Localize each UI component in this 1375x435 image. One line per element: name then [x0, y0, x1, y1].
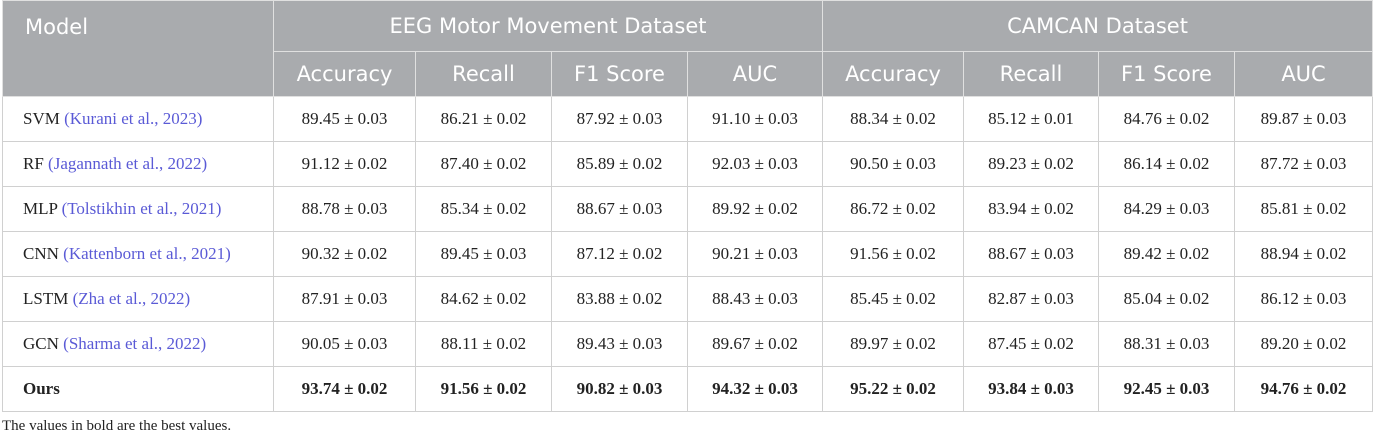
value-cell: 84.29 ± 0.03 [1098, 186, 1235, 232]
value-cell: 86.72 ± 0.02 [822, 186, 964, 232]
value-cell: 88.94 ± 0.02 [1233, 231, 1374, 277]
metric-header: AUC [687, 51, 823, 97]
value-cell: 93.74 ± 0.02 [273, 366, 416, 412]
citation: (Kurani et al., 2023) [64, 109, 203, 128]
value-cell: 87.45 ± 0.02 [963, 321, 1099, 367]
model-cell: MLP (Tolstikhin et al., 2021) [2, 186, 274, 232]
value-cell: 88.11 ± 0.02 [415, 321, 552, 367]
value-cell: 89.97 ± 0.02 [822, 321, 964, 367]
value-cell: 85.12 ± 0.01 [963, 96, 1099, 142]
model-name: Ours [23, 379, 60, 398]
value-cell: 90.32 ± 0.02 [273, 231, 416, 277]
value-cell: 88.43 ± 0.03 [687, 276, 823, 322]
header-cell: Model [2, 0, 274, 97]
value-cell: 89.67 ± 0.02 [687, 321, 823, 367]
metric-header: Recall [415, 51, 552, 97]
model-name: CNN [23, 244, 59, 263]
value-cell: 93.84 ± 0.03 [963, 366, 1099, 412]
value-cell: 91.10 ± 0.03 [687, 96, 823, 142]
metric-header: Accuracy [273, 51, 416, 97]
value-cell: 83.88 ± 0.02 [551, 276, 688, 322]
value-cell: 94.76 ± 0.02 [1233, 366, 1374, 412]
value-cell: 90.21 ± 0.03 [687, 231, 823, 277]
footnote: The values in bold are the best values. [2, 418, 232, 434]
table-row: LSTM (Zha et al., 2022) 87.91 ± 0.03 84.62… [2, 276, 1374, 322]
model-name: LSTM [23, 289, 69, 308]
model-cell: RF (Jagannath et al., 2022) [2, 141, 274, 187]
header-row: Accuracy Recall F1 Score AUC Accuracy Recall F… [3, 51, 1374, 97]
value-cell: 91.56 ± 0.02 [415, 366, 552, 412]
value-cell: 84.62 ± 0.02 [415, 276, 552, 322]
value-cell: 90.05 ± 0.03 [273, 321, 416, 367]
value-cell: 85.04 ± 0.02 [1098, 276, 1235, 322]
model-cell: GCN (Sharma et al., 2022) [2, 321, 274, 367]
value-cell: 92.03 ± 0.03 [687, 141, 823, 187]
table-row: MLP (Tolstikhin et al., 2021) 88.78 ± 0.0… [2, 186, 1374, 232]
value-cell: 88.31 ± 0.03 [1098, 321, 1235, 367]
value-cell: 85.45 ± 0.02 [822, 276, 964, 322]
citation: (Sharma et al., 2022) [63, 334, 207, 353]
model-cell: SVM (Kurani et al., 2023) [2, 96, 274, 142]
value-cell: 88.34 ± 0.02 [822, 96, 964, 142]
model-name: GCN [23, 334, 59, 353]
header-row: Model EEG Motor Movement Dataset CAMCAN Da… [2, 0, 1374, 97]
value-cell: 87.92 ± 0.03 [551, 96, 688, 142]
value-cell: 88.67 ± 0.03 [963, 231, 1099, 277]
value-cell: 88.78 ± 0.03 [273, 186, 416, 232]
metric-header: Accuracy [822, 51, 964, 97]
results-table: Model EEG Motor Movement Dataset CAMCAN Da… [2, 0, 1374, 412]
value-cell: 83.94 ± 0.02 [963, 186, 1099, 232]
citation: (Jagannath et al., 2022) [48, 154, 208, 173]
value-cell: 89.42 ± 0.02 [1098, 231, 1235, 277]
metric-header: AUC [1233, 51, 1374, 97]
value-cell: 95.22 ± 0.02 [822, 366, 964, 412]
value-cell: 87.12 ± 0.02 [551, 231, 688, 277]
model-name: RF [23, 154, 44, 173]
value-cell: 92.45 ± 0.03 [1098, 366, 1235, 412]
group-header: EEG Motor Movement Dataset [273, 0, 823, 52]
value-cell: 90.50 ± 0.03 [822, 141, 964, 187]
value-cell: 89.43 ± 0.03 [551, 321, 688, 367]
value-cell: 89.87 ± 0.03 [1233, 96, 1374, 142]
value-cell: 82.87 ± 0.03 [963, 276, 1099, 322]
value-cell: 87.91 ± 0.03 [273, 276, 416, 322]
table-row: SVM (Kurani et al., 2023) 89.45 ± 0.03 86.… [2, 96, 1374, 142]
value-cell: 88.67 ± 0.03 [551, 186, 688, 232]
table-row: Ours 93.74 ± 0.02 91.56 ± 0.02 90.82 ± 0.03… [2, 366, 1374, 412]
value-cell: 89.45 ± 0.03 [273, 96, 416, 142]
value-cell: 91.56 ± 0.02 [822, 231, 964, 277]
value-cell: 89.20 ± 0.02 [1233, 321, 1374, 367]
value-cell: 85.89 ± 0.02 [551, 141, 688, 187]
model-cell: CNN (Kattenborn et al., 2021) [2, 231, 274, 277]
metric-header: F1 Score [551, 51, 688, 97]
value-cell: 86.14 ± 0.02 [1098, 141, 1235, 187]
metric-header: Recall [963, 51, 1099, 97]
table-row: GCN (Sharma et al., 2022) 90.05 ± 0.03 88.… [2, 321, 1374, 367]
value-cell: 84.76 ± 0.02 [1098, 96, 1235, 142]
model-name: SVM [23, 109, 60, 128]
table-row: CNN (Kattenborn et al., 2021) 90.32 ± 0.0… [2, 231, 1374, 277]
citation: (Kattenborn et al., 2021) [63, 244, 231, 263]
value-cell: 87.40 ± 0.02 [415, 141, 552, 187]
value-cell: 87.72 ± 0.03 [1233, 141, 1374, 187]
model-cell: Ours [2, 366, 274, 412]
metric-header: F1 Score [1098, 51, 1235, 97]
model-name: MLP [23, 199, 58, 218]
value-cell: 89.92 ± 0.02 [687, 186, 823, 232]
citation: (Zha et al., 2022) [72, 289, 191, 308]
value-cell: 89.23 ± 0.02 [963, 141, 1099, 187]
value-cell: 90.82 ± 0.03 [551, 366, 688, 412]
value-cell: 91.12 ± 0.02 [273, 141, 416, 187]
citation: (Tolstikhin et al., 2021) [61, 199, 222, 218]
value-cell: 85.34 ± 0.02 [415, 186, 552, 232]
value-cell: 85.81 ± 0.02 [1233, 186, 1374, 232]
group-header: CAMCAN Dataset [821, 0, 1374, 52]
value-cell: 86.12 ± 0.03 [1233, 276, 1374, 322]
table-row: RF (Jagannath et al., 2022) 91.12 ± 0.02 8… [2, 141, 1374, 187]
value-cell: 86.21 ± 0.02 [415, 96, 552, 142]
value-cell: 89.45 ± 0.03 [415, 231, 552, 277]
value-cell: 94.32 ± 0.03 [687, 366, 823, 412]
model-cell: LSTM (Zha et al., 2022) [2, 276, 274, 322]
